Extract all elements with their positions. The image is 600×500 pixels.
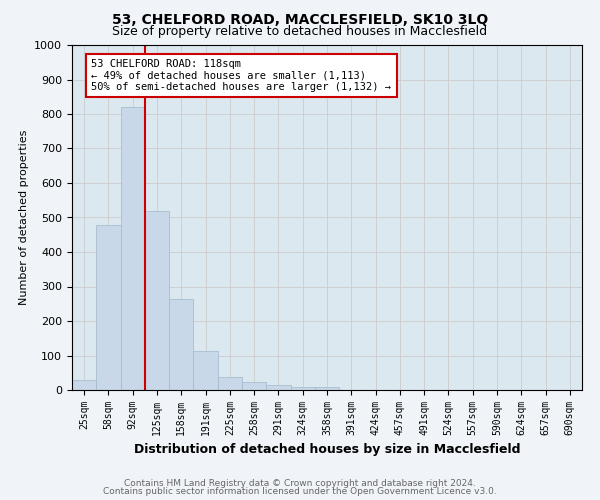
Text: Size of property relative to detached houses in Macclesfield: Size of property relative to detached ho…	[112, 25, 488, 38]
Bar	[121, 107, 145, 390]
Text: Contains public sector information licensed under the Open Government Licence v3: Contains public sector information licen…	[103, 487, 497, 496]
Text: Contains HM Land Registry data © Crown copyright and database right 2024.: Contains HM Land Registry data © Crown c…	[124, 478, 476, 488]
Bar	[266, 385, 290, 390]
Bar	[72, 380, 96, 390]
Bar	[218, 377, 242, 390]
X-axis label: Distribution of detached houses by size in Macclesfield: Distribution of detached houses by size …	[134, 444, 520, 456]
Bar	[315, 386, 339, 390]
Bar	[290, 387, 315, 390]
Text: 53, CHELFORD ROAD, MACCLESFIELD, SK10 3LQ: 53, CHELFORD ROAD, MACCLESFIELD, SK10 3L…	[112, 12, 488, 26]
Bar	[193, 352, 218, 390]
Bar	[169, 298, 193, 390]
Y-axis label: Number of detached properties: Number of detached properties	[19, 130, 29, 305]
Bar	[96, 225, 121, 390]
Bar	[145, 212, 169, 390]
Text: 53 CHELFORD ROAD: 118sqm
← 49% of detached houses are smaller (1,113)
50% of sem: 53 CHELFORD ROAD: 118sqm ← 49% of detach…	[91, 59, 391, 92]
Bar	[242, 382, 266, 390]
